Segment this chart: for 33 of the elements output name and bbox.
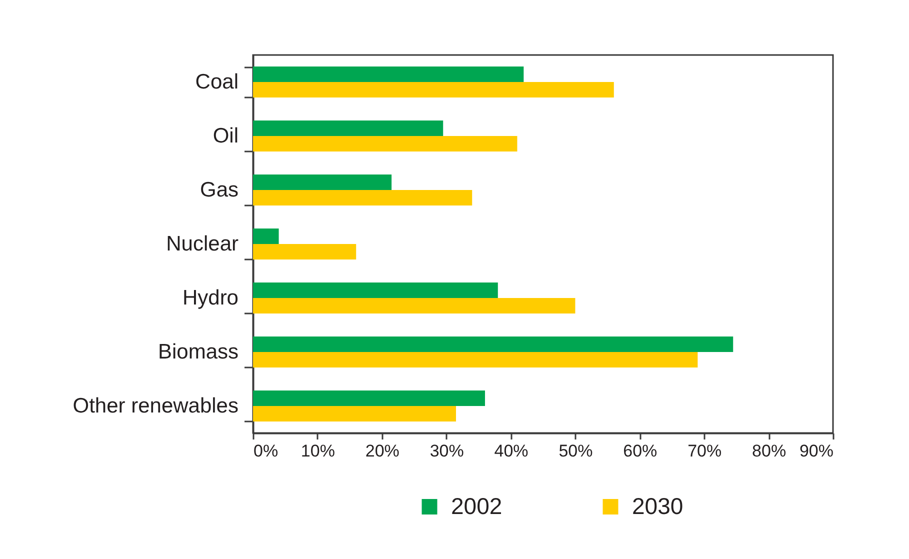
bar: [253, 120, 444, 136]
y-tick-label: Coal: [195, 70, 238, 94]
x-tick-label: 80%: [752, 442, 786, 460]
x-tick-label: 0%: [254, 442, 278, 460]
bar: [253, 336, 734, 352]
y-tick-label: Other renewables: [72, 394, 238, 418]
y-tick-label: Oil: [212, 124, 238, 148]
legend-label: 2030: [632, 492, 684, 519]
x-tick-label: 70%: [688, 442, 722, 460]
y-tick-label: Nuclear: [166, 232, 238, 256]
x-tick-label: 60%: [623, 442, 658, 460]
x-tick-label: 30%: [430, 442, 464, 460]
x-tick-label: 10%: [300, 442, 335, 460]
bar: [253, 352, 698, 368]
x-tick-label: 50%: [558, 442, 593, 460]
legend-label: 2002: [451, 492, 502, 519]
bar: [253, 66, 524, 82]
bar: [253, 228, 279, 244]
bar: [253, 406, 456, 422]
bar: [253, 390, 485, 406]
bar: [253, 244, 356, 260]
y-tick-label: Gas: [200, 178, 238, 202]
bar: [253, 82, 614, 98]
bar: [253, 298, 576, 314]
y-tick-label: Hydro: [182, 286, 238, 310]
x-tick-label: 90%: [799, 442, 834, 460]
x-tick-label: 40%: [494, 442, 528, 460]
x-tick-label: 20%: [365, 442, 400, 460]
bar: [253, 282, 498, 298]
y-tick-label: Biomass: [158, 340, 238, 364]
bar: [253, 174, 392, 190]
bar: [253, 190, 472, 206]
bar: [253, 136, 518, 152]
